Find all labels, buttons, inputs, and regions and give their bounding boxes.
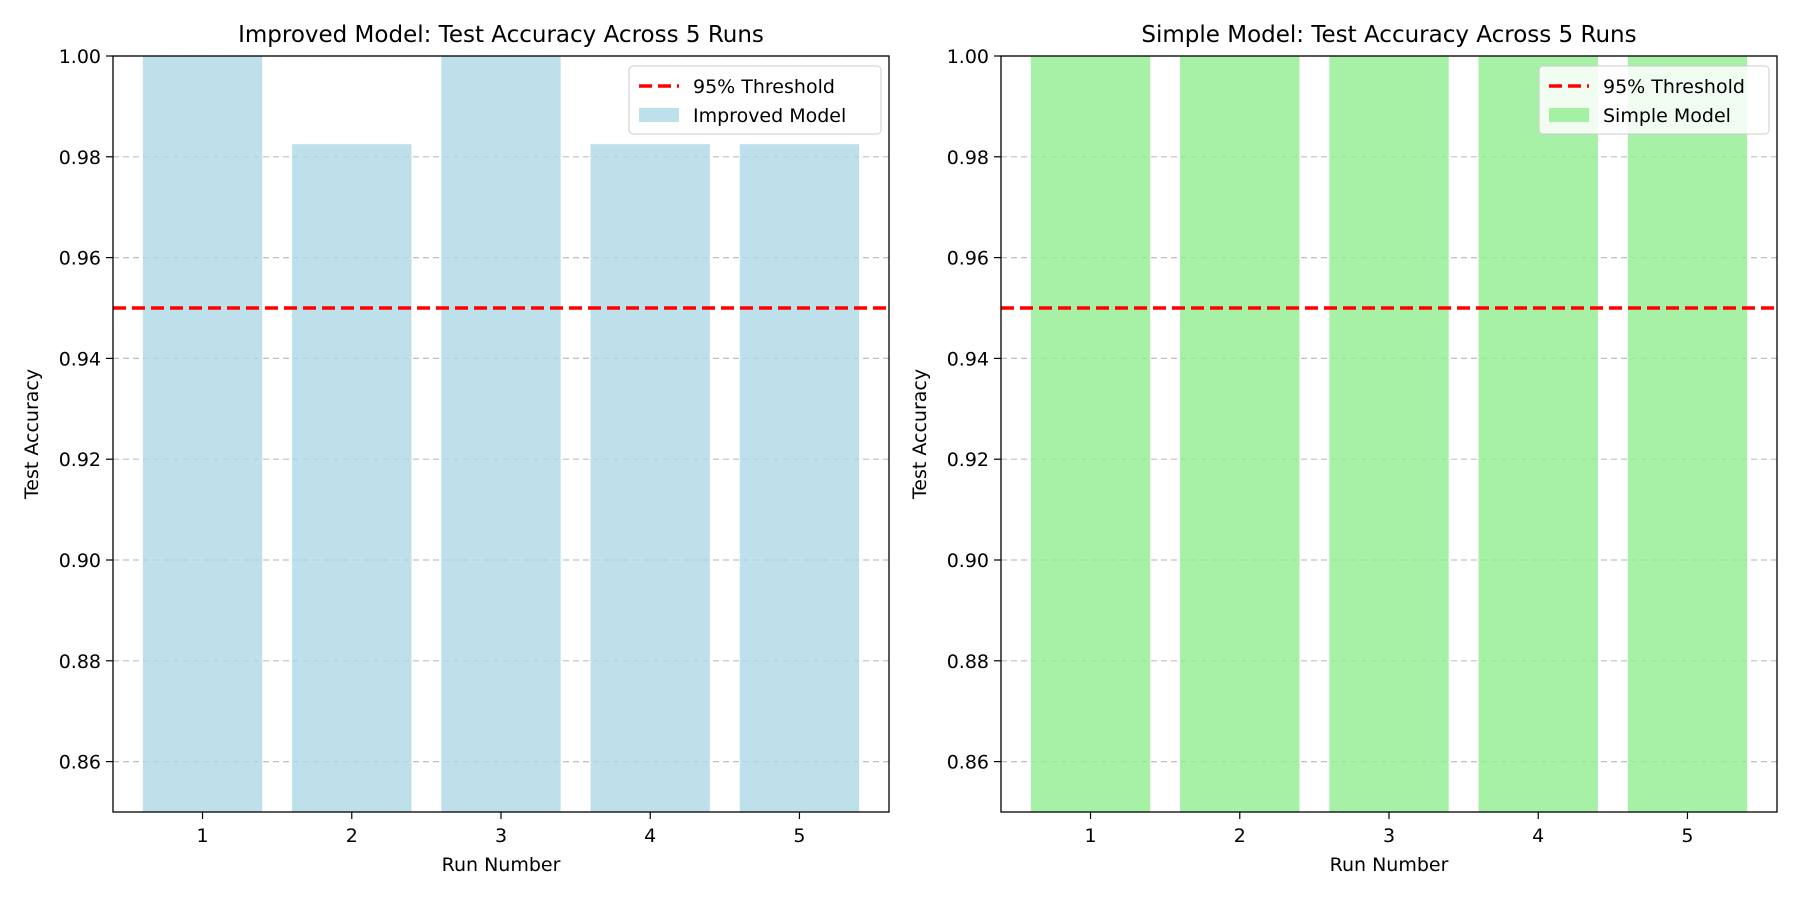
legend: 95% Threshold Simple Model [1538, 65, 1770, 135]
x-tick-label: 4 [644, 825, 656, 847]
bars [142, 56, 860, 812]
y-tick-label: 0.88 [59, 651, 101, 673]
y-tick-label: 0.90 [947, 550, 989, 572]
bar-run-4 [1478, 56, 1598, 812]
legend-series-swatch [639, 108, 679, 122]
y-tick-label: 0.94 [947, 348, 989, 370]
x-tick-label: 1 [1084, 825, 1096, 847]
y-tick-label: 0.96 [947, 248, 989, 270]
y-tick-label: 0.92 [59, 449, 101, 471]
y-tick-label: 0.88 [947, 651, 989, 673]
y-axis-label: Test Accuracy [909, 369, 931, 500]
legend-threshold-label: 95% Threshold [693, 76, 835, 98]
chart-panel-1: 0.86 0.88 0.90 0.92 0.94 0.96 0.98 1.00 1 2 3 4 5 Imp… [21, 22, 890, 876]
legend-series-swatch [1549, 108, 1589, 122]
chart-title: Improved Model: Test Accuracy Across 5 R… [238, 22, 764, 48]
x-axis-label: Run Number [442, 854, 561, 876]
y-tick-label: 0.92 [947, 449, 989, 471]
bar-run-3 [441, 56, 561, 812]
y-tick-label: 0.94 [59, 348, 101, 370]
bar-run-2 [1180, 56, 1300, 812]
x-tick-label: 1 [196, 825, 208, 847]
x-tick-label: 2 [346, 825, 358, 847]
x-tick-label: 3 [495, 825, 507, 847]
bar-run-5 [739, 144, 860, 812]
y-tick-label: 0.98 [59, 147, 101, 169]
bar-run-1 [142, 56, 263, 812]
bar-run-5 [1627, 56, 1748, 812]
x-axis-label: Run Number [1330, 854, 1449, 876]
bar-run-1 [1030, 56, 1151, 812]
y-tick-label: 0.90 [59, 550, 101, 572]
chart-panel-2: 0.86 0.88 0.90 0.92 0.94 0.96 0.98 1.00 1 2 3 4 5 Sim… [909, 22, 1778, 876]
x-tick-label: 4 [1532, 825, 1544, 847]
x-tick-label: 2 [1234, 825, 1246, 847]
y-tick-label: 1.00 [59, 46, 101, 68]
legend-series-label: Improved Model [693, 105, 846, 127]
y-tick-label: 0.96 [59, 248, 101, 270]
y-tick-label: 0.98 [947, 147, 989, 169]
x-tick-label: 5 [793, 825, 805, 847]
legend-box [628, 65, 882, 135]
bar-run-3 [1329, 56, 1449, 812]
bars [1030, 56, 1748, 812]
y-tick-label: 1.00 [947, 46, 989, 68]
x-tick-label: 5 [1681, 825, 1693, 847]
legend-threshold-label: 95% Threshold [1603, 76, 1745, 98]
legend: 95% Threshold Improved Model [628, 65, 882, 135]
bar-run-2 [292, 144, 412, 812]
y-tick-label: 0.86 [59, 752, 101, 774]
y-tick-label: 0.86 [947, 752, 989, 774]
chart-title: Simple Model: Test Accuracy Across 5 Run… [1141, 22, 1636, 48]
legend-series-label: Simple Model [1603, 105, 1731, 127]
legend-box [1538, 65, 1770, 135]
y-axis-label: Test Accuracy [21, 369, 43, 500]
x-tick-label: 3 [1383, 825, 1395, 847]
bar-run-4 [590, 144, 710, 812]
